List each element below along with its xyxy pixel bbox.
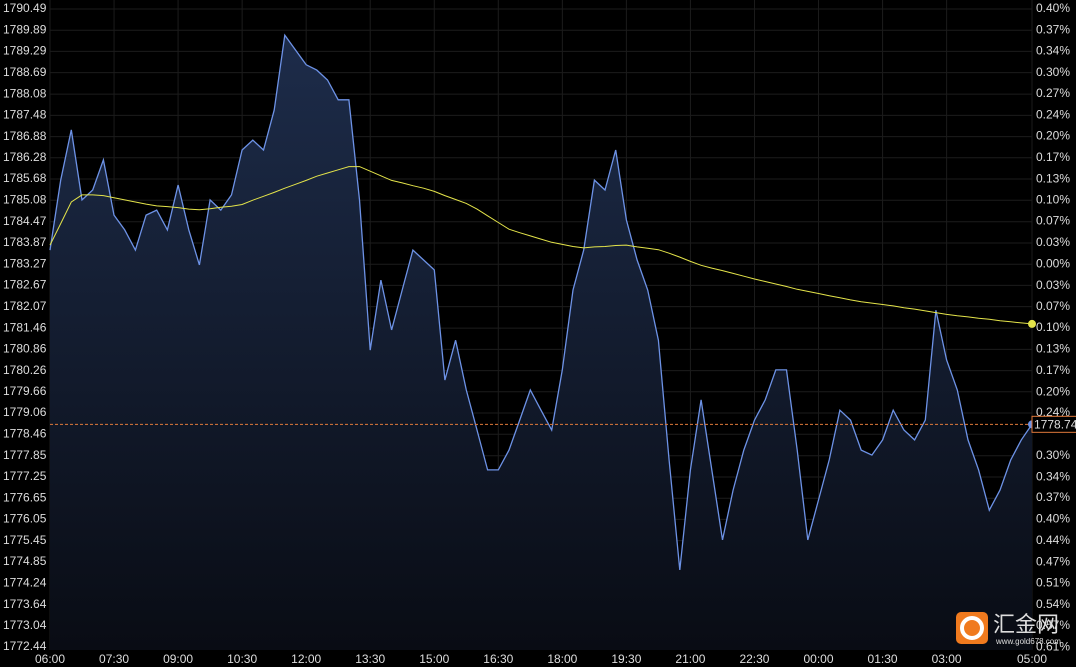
y2-tick-label: 0.30% — [1036, 448, 1070, 462]
y-tick-label: 1788.08 — [3, 86, 47, 100]
x-tick-label: 10:30 — [227, 652, 257, 666]
average-line — [49, 166, 1033, 325]
y-tick-label: 1779.66 — [3, 384, 47, 398]
y-tick-label: 1775.45 — [3, 533, 47, 547]
y2-tick-label: 0.10% — [1036, 320, 1070, 334]
y2-tick-label: 0.44% — [1036, 533, 1070, 547]
y-tick-label: 1772.44 — [3, 639, 47, 653]
last-price-label: 1778.74 — [1034, 417, 1076, 431]
y-tick-label: 1778.46 — [3, 426, 47, 440]
x-tick-label: 16:30 — [483, 652, 513, 666]
y2-tick-label: 0.40% — [1036, 1, 1070, 15]
y2-tick-label: 0.37% — [1036, 490, 1070, 504]
y-tick-label: 1773.64 — [3, 597, 47, 611]
y2-tick-label: 0.34% — [1036, 43, 1070, 57]
x-tick-label: 06:00 — [35, 652, 65, 666]
logo: 汇金网 www.gold678.com — [956, 612, 1061, 646]
y2-tick-label: 0.24% — [1036, 108, 1070, 122]
y2-tick-label: 0.07% — [1036, 299, 1070, 313]
y2-tick-label: 0.03% — [1036, 235, 1070, 249]
y-tick-label: 1784.47 — [3, 214, 47, 228]
y2-tick-label: 0.61% — [1036, 640, 1070, 654]
y2-tick-label: 0.03% — [1036, 278, 1070, 292]
x-tick-label: 13:30 — [355, 652, 385, 666]
y2-tick-label: 0.17% — [1036, 363, 1070, 377]
logo-name: 汇金网 — [993, 612, 1059, 637]
y-tick-label: 1788.69 — [3, 65, 47, 79]
y-tick-label: 1774.24 — [3, 576, 47, 590]
y-tick-label: 1790.49 — [3, 1, 47, 15]
y-tick-label: 1774.85 — [3, 554, 47, 568]
y2-tick-label: 0.34% — [1036, 469, 1070, 483]
y-tick-label: 1789.89 — [3, 22, 47, 36]
y2-tick-label: 0.40% — [1036, 512, 1070, 526]
y-tick-label: 1786.88 — [3, 129, 47, 143]
y-tick-label: 1776.05 — [3, 512, 47, 526]
y2-tick-label: 0.00% — [1036, 256, 1070, 270]
x-tick-label: 21:00 — [675, 652, 705, 666]
x-tick-label: 22:30 — [739, 652, 769, 666]
y-tick-label: 1783.87 — [3, 235, 47, 249]
x-tick-label: 05:00 — [1017, 652, 1047, 666]
y-tick-label: 1782.07 — [3, 299, 47, 313]
y2-tick-label: 0.27% — [1036, 86, 1070, 100]
x-tick-label: 09:00 — [163, 652, 193, 666]
y-tick-label: 1779.06 — [3, 405, 47, 419]
y2-tick-label: 0.51% — [1036, 575, 1070, 589]
y2-tick-label: 0.07% — [1036, 214, 1070, 228]
y2-tick-label: 0.37% — [1036, 23, 1070, 37]
y2-tick-label: 0.13% — [1036, 341, 1070, 355]
logo-icon-ring — [960, 616, 984, 640]
end-dot — [1028, 319, 1036, 328]
y-tick-label: 1773.04 — [3, 618, 47, 632]
y-tick-label: 1777.85 — [3, 448, 47, 462]
price-line — [49, 33, 1033, 570]
y-tick-label: 1783.27 — [3, 256, 47, 270]
x-tick-label: 03:00 — [932, 652, 962, 666]
y-tick-label: 1782.67 — [3, 278, 47, 292]
y-tick-label: 1785.08 — [3, 192, 47, 206]
plot — [49, 33, 1036, 650]
x-tick-label: 18:00 — [547, 652, 577, 666]
price-area — [50, 35, 1032, 650]
x-tick-label: 12:00 — [291, 652, 321, 666]
y2-tick-label: 0.13% — [1036, 171, 1070, 185]
y2-tick-label: 0.57% — [1036, 618, 1070, 632]
x-tick-label: 01:30 — [868, 652, 898, 666]
x-tick-label: 19:30 — [611, 652, 641, 666]
x-tick-label: 15:00 — [419, 652, 449, 666]
y2-tick-label: 0.17% — [1036, 150, 1070, 164]
y-tick-label: 1780.86 — [3, 342, 47, 356]
x-tick-label: 07:30 — [99, 652, 129, 666]
y2-tick-label: 0.10% — [1036, 193, 1070, 207]
y2-tick-label: 0.54% — [1036, 597, 1070, 611]
y-tick-label: 1780.26 — [3, 363, 47, 377]
y2-tick-label: 0.20% — [1036, 384, 1070, 398]
y-tick-label: 1777.25 — [3, 469, 47, 483]
y2-tick-label: 0.30% — [1036, 65, 1070, 79]
y-tick-label: 1789.29 — [3, 44, 47, 58]
y-tick-label: 1776.65 — [3, 490, 47, 504]
labels: 1790.49 1789.89 1789.29 1788.69 1788.08 1787.… — [3, 1, 1076, 666]
x-tick-label: 00:00 — [804, 652, 834, 666]
y2-tick-label: 0.24% — [1036, 405, 1070, 419]
y-tick-label: 1785.68 — [3, 171, 47, 185]
y-tick-label: 1786.28 — [3, 150, 47, 164]
logo-url: www.gold678.com — [995, 637, 1061, 646]
y2-tick-label: 0.20% — [1036, 128, 1070, 142]
y-tick-label: 1781.46 — [3, 320, 47, 334]
y-tick-label: 1787.48 — [3, 108, 47, 122]
y2-tick-label: 0.47% — [1036, 555, 1070, 569]
last-price-box — [1031, 415, 1076, 433]
